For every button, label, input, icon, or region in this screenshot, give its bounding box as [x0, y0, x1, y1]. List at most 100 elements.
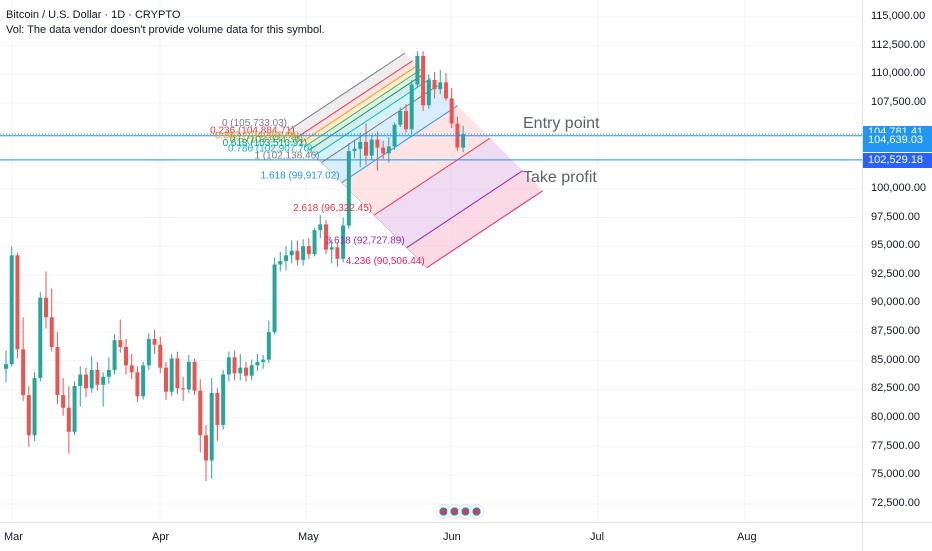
fib-line: [296, 60, 413, 139]
price-lines: [0, 133, 862, 161]
candle-body: [72, 385, 77, 432]
candle-body: [78, 374, 83, 386]
candle-body: [112, 340, 117, 370]
candle-body: [209, 392, 214, 461]
candle-body: [163, 367, 168, 392]
flag-icon[interactable]: [469, 504, 484, 519]
price-axis[interactable]: 115,000.00 112,500.00 110,000.00 107,500.00…: [862, 0, 932, 522]
candle-body: [278, 261, 283, 265]
candle-body: [203, 435, 208, 461]
candle-body: [438, 82, 443, 90]
candle-body: [123, 347, 128, 366]
candle-body: [238, 367, 243, 374]
candle-body: [226, 357, 231, 375]
entry-point-label: Entry point: [523, 115, 600, 132]
candle-body: [375, 139, 380, 148]
price-chart[interactable]: 0 (105,733.03)0.236 (104,884.71)0.382 (1…: [0, 0, 862, 522]
time-axis[interactable]: Mar Apr May Jun Jul Aug: [0, 522, 862, 551]
candle-body: [89, 369, 94, 389]
candle-body: [135, 372, 140, 397]
candle-body: [283, 255, 288, 262]
fib-zone: [305, 69, 426, 151]
economic-events[interactable]: [436, 504, 484, 519]
price-tick: 95,000.00: [871, 239, 920, 252]
candle-body: [335, 247, 340, 259]
time-tick: Aug: [737, 531, 757, 543]
candle-body: [346, 151, 351, 226]
price-label: 102,529.18: [863, 152, 932, 168]
price-tick: 107,500.00: [871, 95, 927, 108]
fib-labels: 0 (105,733.03)0.236 (104,884.71)0.382 (1…: [210, 118, 425, 267]
price-tick: 75,000.00: [871, 468, 920, 481]
time-tick: May: [298, 531, 319, 543]
fib-level-label: 1 (102,138.46): [254, 151, 319, 162]
candle-body: [323, 224, 328, 250]
fib-level-label: 4.236 (90,506.44): [346, 256, 425, 267]
fib-zone: [314, 78, 438, 163]
candle-body: [415, 55, 420, 85]
fib-line: [406, 170, 523, 249]
candle-body: [21, 349, 26, 396]
price-tick: 72,500.00: [871, 497, 920, 509]
fib-level-label: 0.786 (102,907.70): [228, 144, 313, 155]
candle-body: [26, 395, 31, 436]
fib-zone: [374, 138, 523, 248]
candle-body: [4, 364, 8, 369]
candle-body: [43, 297, 48, 318]
price-label: 104,639.03: [863, 132, 932, 148]
candle-body: [386, 146, 391, 154]
candle-body: [129, 365, 134, 373]
fib-line: [373, 137, 491, 216]
fib-zone: [301, 65, 422, 147]
candle-body: [289, 250, 294, 256]
candle-body: [243, 367, 248, 376]
fib-line: [341, 105, 458, 184]
candle-body: [101, 376, 106, 385]
candle-body: [403, 110, 408, 130]
candle-body: [95, 369, 100, 385]
candle-body: [318, 224, 323, 231]
fib-level-label: 2.618 (96,322.45): [293, 203, 372, 214]
price-tick: 92,500.00: [871, 267, 920, 280]
price-tick: 85,000.00: [871, 353, 920, 366]
candle-body: [152, 338, 157, 345]
fib-level-label: 0.5 (103,934.30): [230, 134, 303, 145]
fib-line: [321, 85, 438, 163]
time-tick: Jul: [590, 531, 605, 543]
candle-body: [32, 377, 37, 436]
price-tick: 80,000.00: [871, 411, 920, 424]
take-profit-label: Take profit: [523, 169, 597, 186]
candle-body: [215, 392, 220, 425]
candle-body: [432, 80, 437, 90]
candle-body: [66, 407, 71, 432]
fib-line: [288, 52, 406, 131]
chart-area[interactable]: 0 (105,733.03) 0.236 (104,884.71) 0.382 (1…: [0, 0, 862, 522]
candle-body: [255, 361, 260, 366]
candle-body: [15, 255, 20, 350]
candle-body: [169, 358, 174, 392]
time-tick: Mar: [4, 531, 23, 543]
price-tick: 110,000.00: [871, 67, 926, 80]
price-tick: 100,000.00: [871, 181, 927, 194]
price-tick: 90,000.00: [871, 296, 920, 309]
candle-body: [381, 147, 386, 154]
fib-zone: [289, 53, 413, 138]
price-tick: 82,500.00: [871, 382, 920, 395]
fib-level-label: 0.236 (104,884.71): [210, 126, 295, 137]
price-tick: 87,500.00: [871, 325, 920, 338]
fib-level-label: 0.382 (104,358.69): [215, 130, 300, 141]
candle-body: [341, 225, 346, 259]
candle-body: [61, 395, 66, 408]
fib-line: [301, 65, 418, 143]
candle-body: [363, 141, 368, 156]
fib-line: [308, 72, 426, 151]
price-tick: 112,500.00: [871, 38, 926, 51]
axis-corner: [862, 522, 932, 551]
candle-body: [106, 369, 111, 377]
candle-body: [181, 388, 186, 390]
symbol-title[interactable]: Bitcoin / U.S. Dollar · 1D · CRYPTO: [6, 9, 181, 21]
price-tick: 115,000.00: [871, 10, 926, 22]
candle-body: [198, 390, 203, 436]
candle-body: [369, 139, 374, 156]
candle-body: [49, 317, 54, 348]
